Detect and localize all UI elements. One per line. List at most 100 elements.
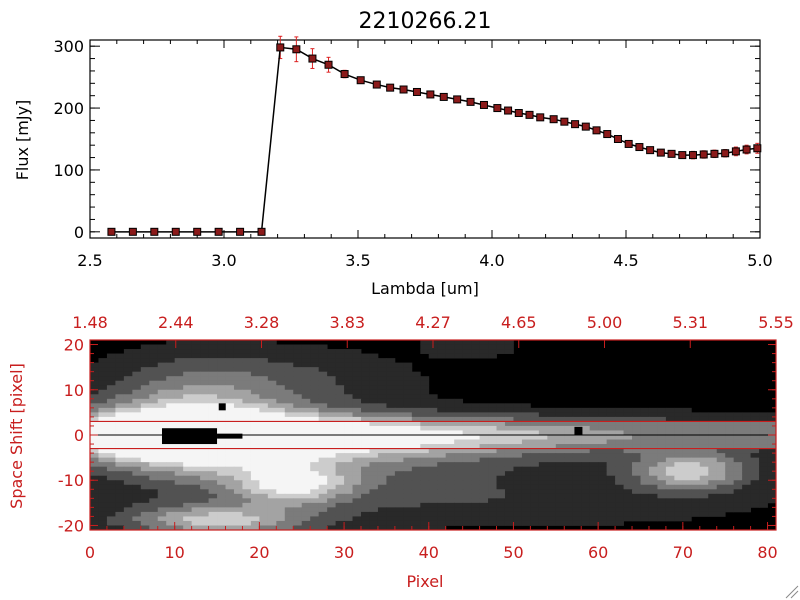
image-pixel	[420, 416, 430, 422]
image-pixel	[445, 439, 455, 445]
image-pixel	[140, 520, 150, 526]
spectrum-point	[324, 60, 333, 69]
image-pixel	[716, 448, 726, 454]
image-pixel	[267, 349, 277, 354]
image-pixel	[589, 435, 599, 440]
image-pixel	[420, 340, 430, 345]
image-pixel	[428, 448, 438, 454]
image-pixel	[420, 525, 430, 531]
image-pixel	[318, 520, 328, 526]
image-pixel	[166, 462, 176, 468]
image-pixel	[225, 520, 235, 526]
image-pixel	[267, 498, 277, 504]
image-pixel	[462, 353, 472, 359]
image-pixel	[462, 439, 472, 445]
image-pixel	[750, 453, 760, 459]
image-pixel	[115, 453, 125, 459]
image-pixel	[386, 425, 396, 431]
image-pixel	[699, 421, 709, 427]
image-pixel	[504, 421, 514, 427]
image-pixel	[250, 475, 260, 481]
image-pixel	[394, 398, 404, 404]
image-pixel	[386, 412, 396, 418]
image-pixel	[742, 444, 751, 449]
image-pixel	[191, 444, 201, 449]
image-pixel	[276, 362, 286, 368]
image-pixel	[174, 353, 184, 359]
image-pixel	[344, 520, 353, 526]
image-pixel	[225, 376, 235, 382]
image-pixel	[361, 430, 370, 436]
image-pixel	[708, 444, 718, 449]
image-pixel	[394, 362, 404, 368]
image-pixel	[454, 516, 464, 522]
image-pixel	[513, 462, 523, 468]
spectrum-point	[439, 92, 448, 101]
image-pixel	[538, 430, 548, 436]
image-pixel	[386, 498, 396, 504]
image-pixel	[547, 425, 557, 431]
image-pixel	[293, 493, 303, 499]
image-pixel	[759, 453, 768, 459]
image-pixel	[225, 525, 235, 531]
image-pixel	[183, 498, 193, 504]
image-pixel	[767, 475, 777, 481]
image-pixel	[157, 516, 167, 522]
image-pixel	[759, 493, 768, 499]
image-pixel	[615, 407, 624, 413]
image-pixel	[521, 412, 531, 418]
image-pixel	[106, 407, 116, 413]
image-pixel	[90, 403, 99, 409]
image-pixel	[106, 380, 116, 386]
image-pixel	[115, 489, 125, 495]
image-pixel	[471, 498, 480, 504]
image-pixel	[598, 416, 608, 422]
image-pixel	[208, 380, 218, 386]
image-pixel	[327, 502, 337, 508]
image-pixel	[217, 444, 226, 449]
image-pixel	[699, 480, 709, 486]
image-pixel	[615, 453, 624, 459]
image-pixel	[106, 471, 116, 477]
image-pixel	[140, 435, 150, 440]
image-pixel	[496, 407, 506, 413]
image-pixel	[344, 462, 353, 468]
image-pixel	[598, 430, 608, 436]
image-pixel	[750, 475, 760, 481]
image-pixel	[115, 480, 125, 486]
image-pixel	[488, 344, 497, 350]
image-pixel	[276, 349, 286, 354]
resize-grip-icon[interactable]	[785, 585, 799, 599]
image-pixel	[361, 502, 370, 508]
image-pixel	[106, 516, 116, 522]
image-pixel	[98, 416, 108, 422]
image-pixel	[183, 507, 193, 513]
image-pixel	[716, 475, 726, 481]
image-pixel	[132, 362, 142, 368]
image-pixel	[123, 525, 133, 531]
image-pixel	[318, 376, 328, 382]
image-pixel	[428, 511, 438, 517]
image-pixel	[538, 502, 548, 508]
image-pixel	[276, 407, 286, 413]
image-pixel	[606, 435, 616, 440]
spectrum-data	[107, 35, 762, 236]
image-pixel	[191, 480, 201, 486]
image-pixel	[699, 453, 709, 459]
image-pixel	[538, 511, 548, 517]
image-pixel	[437, 475, 447, 481]
image-pixel	[538, 520, 548, 526]
image-pixel	[377, 466, 387, 472]
image-pixel	[344, 362, 353, 368]
image-pixel	[547, 457, 557, 463]
image-pixel	[344, 502, 353, 508]
image-pixel	[98, 525, 108, 531]
image-pixel	[335, 421, 345, 427]
image-pixel	[665, 484, 675, 490]
image-pixel	[132, 403, 142, 409]
image-pixel	[725, 416, 735, 422]
image-pixel	[149, 367, 159, 373]
image-pixel	[174, 484, 184, 490]
image-pixel	[183, 385, 193, 391]
image-pixel	[513, 475, 523, 481]
